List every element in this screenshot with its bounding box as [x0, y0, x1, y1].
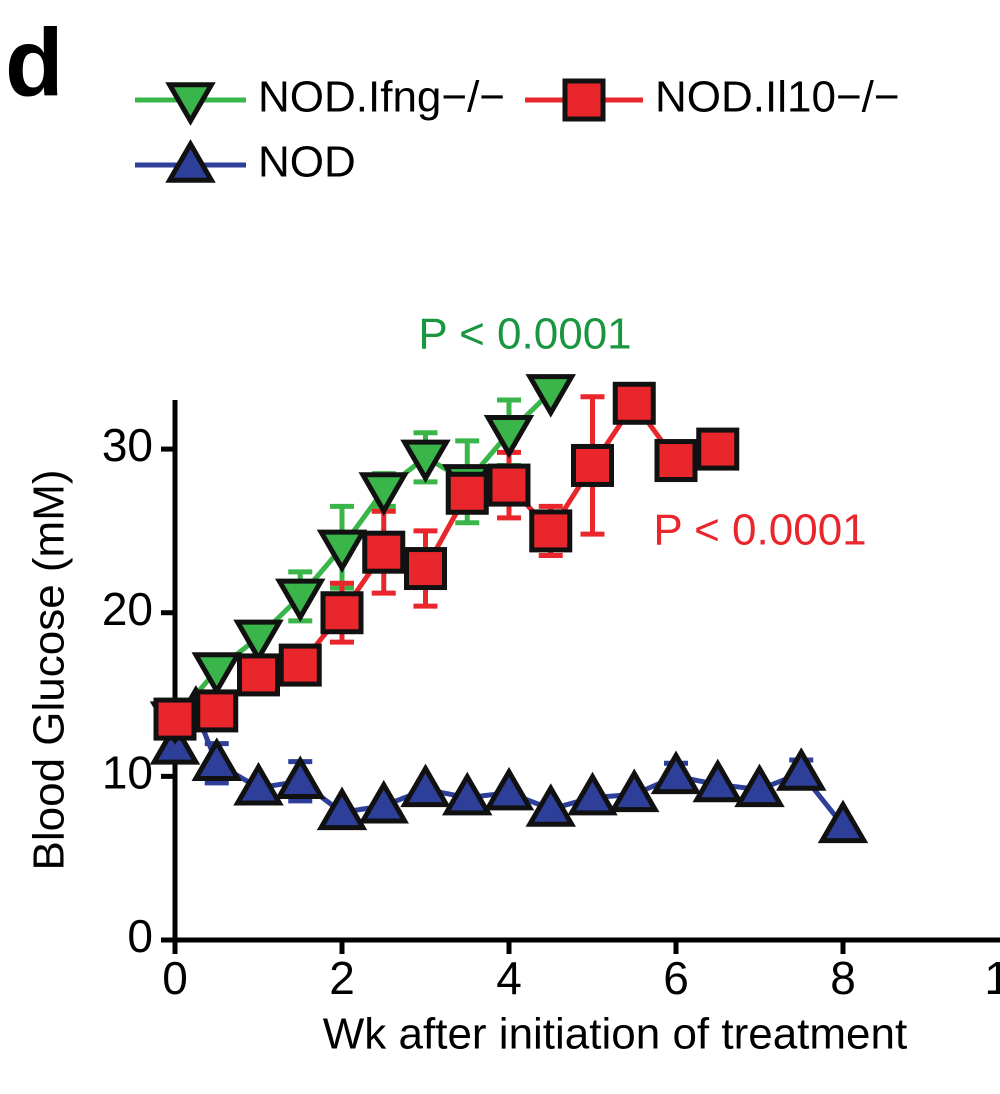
y-tick-label: 20 — [102, 583, 153, 635]
data-point — [278, 643, 322, 687]
y-tick-label: 10 — [102, 747, 153, 799]
data-point — [571, 443, 614, 487]
data-point — [442, 771, 493, 816]
data-point — [776, 747, 827, 791]
p-value-annotation: P < 0.0001 — [418, 310, 631, 359]
data-point — [696, 427, 740, 471]
x-tick-label: 2 — [329, 952, 355, 1004]
data-point — [275, 755, 326, 799]
p-value-annotation: P < 0.0001 — [653, 506, 866, 555]
data-point — [567, 771, 618, 816]
data-point — [483, 415, 535, 459]
data-point — [609, 768, 660, 813]
data-point — [358, 779, 409, 824]
data-point — [400, 763, 451, 808]
x-axis-label: Wk after initiation of treatment — [323, 1010, 907, 1059]
data-point — [275, 578, 326, 623]
y-tick-label: 30 — [102, 419, 153, 471]
y-axis-label: Blood Glucose (mM) — [25, 469, 74, 870]
data-point — [445, 471, 489, 515]
y-tick-label: 0 — [127, 910, 153, 962]
data-point — [320, 591, 364, 635]
data-point — [195, 689, 239, 733]
data-point — [654, 439, 698, 483]
data-point — [237, 653, 280, 697]
data-point — [233, 619, 284, 664]
x-tick-label: 4 — [496, 952, 522, 1004]
legend-marker — [562, 78, 606, 122]
data-point — [612, 381, 656, 425]
data-point — [692, 758, 743, 803]
legend-label: NOD — [258, 138, 356, 187]
data-point — [153, 697, 197, 741]
data-point — [487, 463, 531, 507]
data-point — [362, 530, 406, 574]
legend-label: NOD.Ifng−/− — [258, 73, 505, 122]
x-tick-label: 8 — [830, 952, 856, 1004]
legend-label: NOD.Il10−/− — [655, 73, 900, 122]
data-point — [316, 786, 368, 831]
data-point — [400, 439, 451, 484]
x-tick-label: 10 — [984, 952, 1000, 1004]
data-point — [817, 799, 869, 844]
data-point — [358, 472, 409, 516]
data-point — [650, 750, 702, 795]
panel-label: d — [5, 9, 64, 116]
data-point — [734, 763, 785, 808]
data-point — [233, 761, 284, 806]
data-point — [525, 374, 576, 418]
data-point — [191, 737, 242, 781]
data-point — [529, 509, 573, 553]
data-point — [483, 766, 535, 811]
x-tick-label: 0 — [162, 952, 188, 1004]
x-tick-label: 6 — [663, 952, 689, 1004]
data-point — [525, 783, 576, 827]
data-point — [404, 547, 447, 591]
legend-marker — [165, 139, 216, 183]
data-point — [316, 529, 368, 574]
data-point — [191, 652, 242, 696]
legend-marker — [165, 82, 216, 126]
